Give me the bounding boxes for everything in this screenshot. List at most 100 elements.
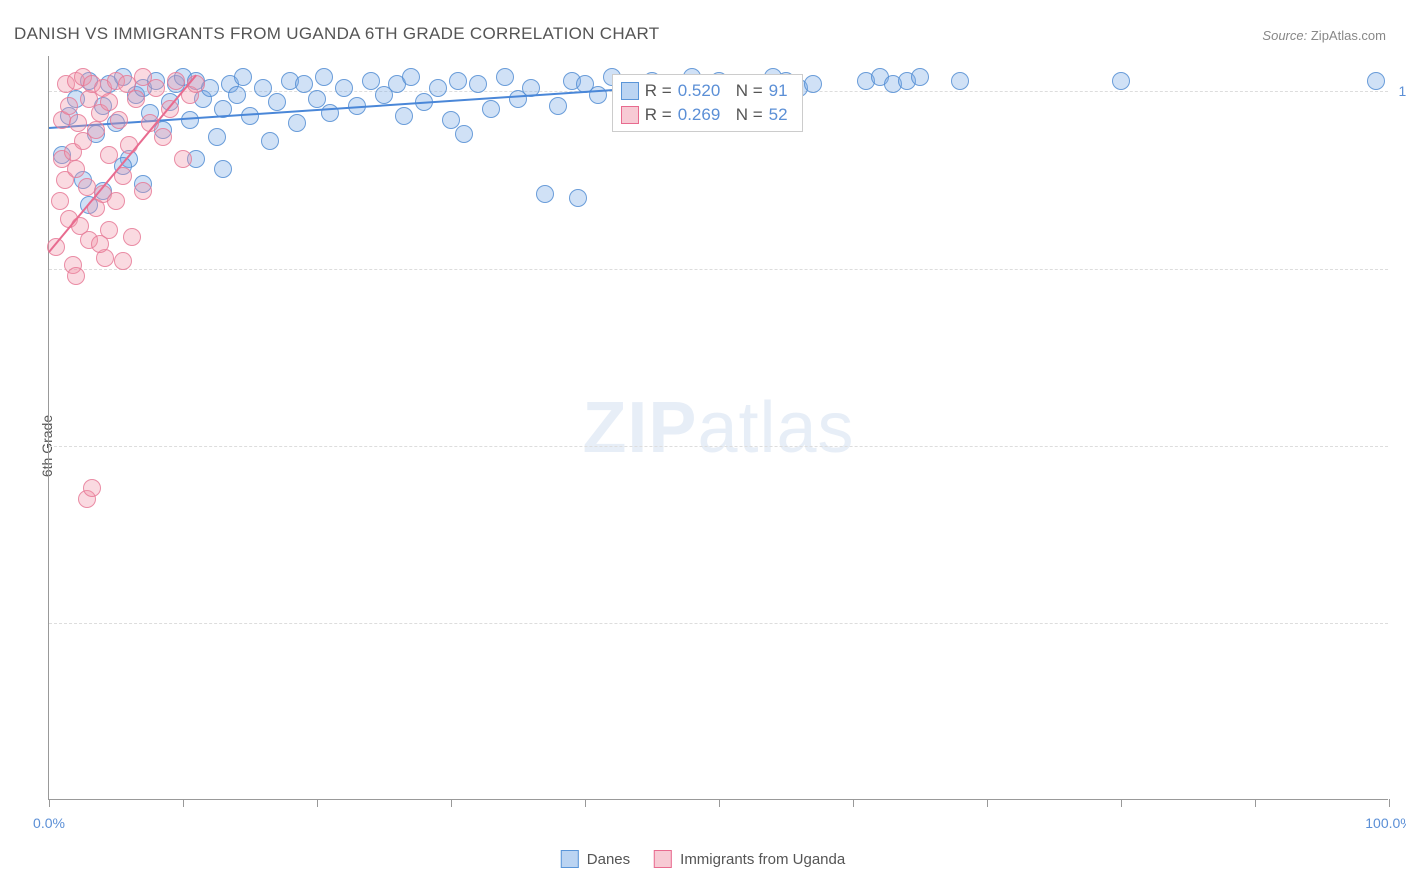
data-point [87,121,105,139]
data-point [123,228,141,246]
source-value: ZipAtlas.com [1311,28,1386,43]
legend-row: R = 0.520 N = 91 [621,79,788,103]
data-point [167,72,185,90]
x-tick [317,799,318,807]
x-tick [853,799,854,807]
data-point [154,128,172,146]
gridline [49,623,1388,624]
data-point [208,128,226,146]
data-point [100,146,118,164]
data-point [295,75,313,93]
x-tick [183,799,184,807]
legend-row: R = 0.269 N = 52 [621,103,788,127]
data-point [67,160,85,178]
x-tick [451,799,452,807]
y-tick-label: 95.0% [1394,261,1406,277]
x-tick-label: 100.0% [1365,815,1406,831]
data-point [549,97,567,115]
chart-plot-area: ZIPatlas 85.0%90.0%95.0%100.0%0.0%100.0%… [48,56,1388,800]
correlation-legend: R = 0.520 N = 91 R = 0.269 N = 52 [612,74,803,132]
data-point [110,111,128,129]
data-point [187,75,205,93]
data-point [60,97,78,115]
n-label: N = [726,81,762,101]
data-point [951,72,969,90]
source-label: Source: [1262,28,1307,43]
n-value: 91 [769,81,788,101]
data-point [51,192,69,210]
y-tick-label: 85.0% [1394,615,1406,631]
r-value: 0.269 [678,105,721,125]
data-point [321,104,339,122]
data-point [1367,72,1385,90]
data-point [429,79,447,97]
data-point [315,68,333,86]
data-point [100,93,118,111]
data-point [147,79,165,97]
watermark-zip: ZIP [582,388,697,468]
x-tick [585,799,586,807]
n-value: 52 [769,105,788,125]
data-point [134,182,152,200]
data-point [536,185,554,203]
r-label: R = [645,105,672,125]
x-tick [987,799,988,807]
watermark-atlas: atlas [697,388,854,468]
data-point [241,107,259,125]
swatch-pink-icon [621,106,639,124]
data-point [308,90,326,108]
gridline [49,446,1388,447]
x-tick [1121,799,1122,807]
data-point [261,132,279,150]
swatch-pink-icon [654,850,672,868]
data-point [234,68,252,86]
data-point [114,252,132,270]
data-point [469,75,487,93]
data-point [335,79,353,97]
x-tick [49,799,50,807]
r-value: 0.520 [678,81,721,101]
data-point [804,75,822,93]
source-attribution: Source: ZipAtlas.com [1262,28,1386,43]
data-point [174,150,192,168]
gridline [49,269,1388,270]
data-point [911,68,929,86]
r-label: R = [645,81,672,101]
x-tick [1255,799,1256,807]
data-point [402,68,420,86]
n-label: N = [726,105,762,125]
data-point [449,72,467,90]
data-point [100,221,118,239]
data-point [67,267,85,285]
watermark: ZIPatlas [582,387,854,469]
data-point [455,125,473,143]
swatch-blue-icon [561,850,579,868]
y-tick-label: 100.0% [1394,83,1406,99]
legend-item-uganda: Immigrants from Uganda [654,850,845,868]
legend-item-danes: Danes [561,850,630,868]
data-point [254,79,272,97]
data-point [395,107,413,125]
y-tick-label: 90.0% [1394,438,1406,454]
data-point [107,192,125,210]
legend-label-danes: Danes [587,851,630,868]
data-point [569,189,587,207]
data-point [268,93,286,111]
data-point [127,90,145,108]
legend-label-uganda: Immigrants from Uganda [680,851,845,868]
x-tick-label: 0.0% [33,815,65,831]
data-point [362,72,380,90]
x-tick [719,799,720,807]
x-tick [1389,799,1390,807]
data-point [288,114,306,132]
chart-title: DANISH VS IMMIGRANTS FROM UGANDA 6TH GRA… [14,24,660,44]
data-point [442,111,460,129]
data-point [1112,72,1130,90]
data-point [69,114,87,132]
data-point [228,86,246,104]
data-point [214,160,232,178]
data-point [496,68,514,86]
swatch-blue-icon [621,82,639,100]
data-point [482,100,500,118]
bottom-legend: Danes Immigrants from Uganda [561,850,845,868]
